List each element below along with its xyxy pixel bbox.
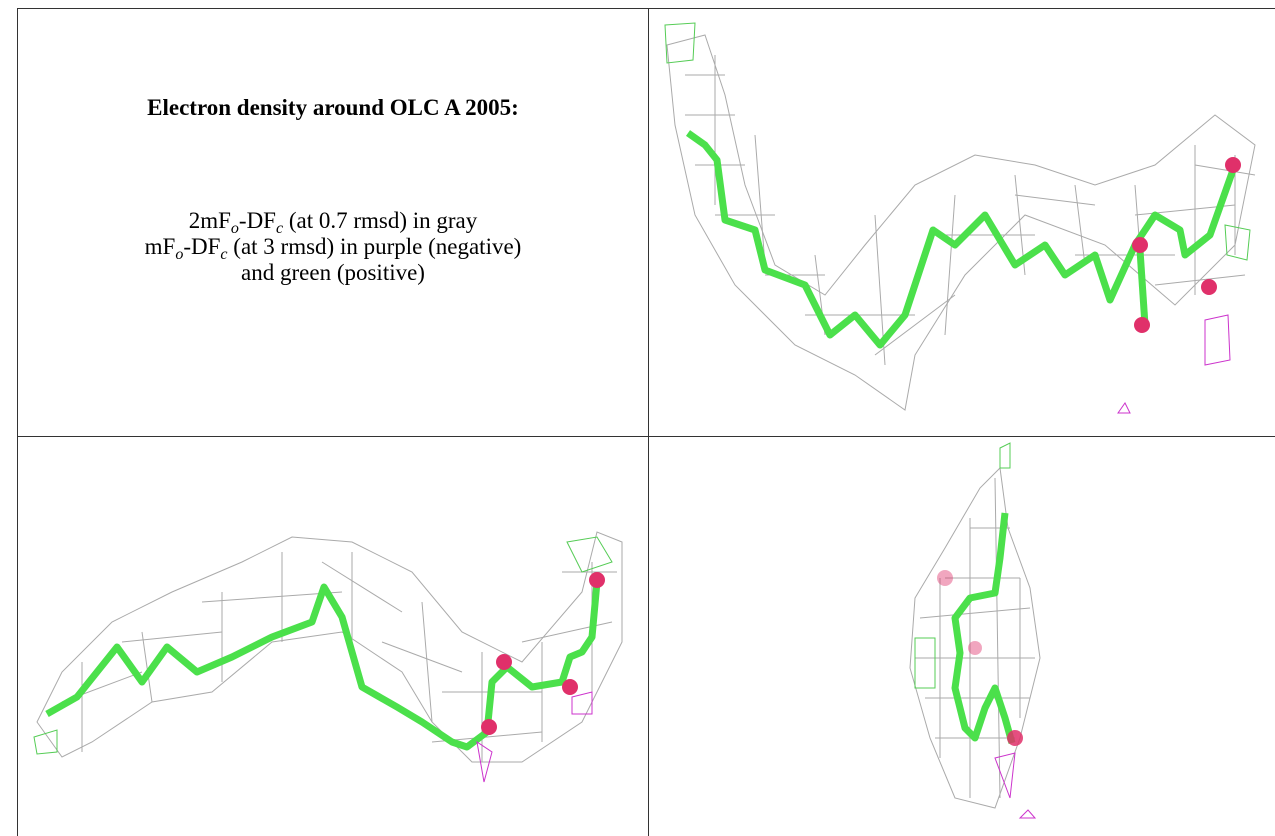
table-border	[17, 8, 18, 836]
subscript: o	[175, 246, 184, 263]
table-border	[17, 8, 1275, 9]
caption-line: mFo-DFc (at 3 rmsd) in purple (negative)	[18, 234, 648, 263]
caption-line: and green (positive)	[18, 260, 648, 286]
subscript: o	[230, 220, 239, 237]
subscript: c	[220, 246, 228, 263]
table-border	[17, 436, 1275, 437]
text-run: -DF	[183, 234, 221, 259]
density-image-1	[664, 22, 1256, 414]
density-image-2	[33, 531, 623, 783]
subscript: c	[275, 220, 284, 237]
text-run: and green (positive)	[241, 260, 425, 285]
text-run: 2mF	[188, 208, 231, 233]
table-border	[648, 8, 649, 836]
caption-line: 2mFo-DFc (at 0.7 rmsd) in gray	[18, 208, 648, 237]
text-run: mF	[144, 234, 176, 259]
text-run: (at 0.7 rmsd) in gray	[283, 208, 478, 233]
density-image-3	[909, 442, 1041, 819]
text-run: (at 3 rmsd) in purple (negative)	[227, 234, 522, 259]
text-run: -DF	[238, 208, 276, 233]
caption-title: Electron density around OLC A 2005:	[147, 95, 519, 120]
